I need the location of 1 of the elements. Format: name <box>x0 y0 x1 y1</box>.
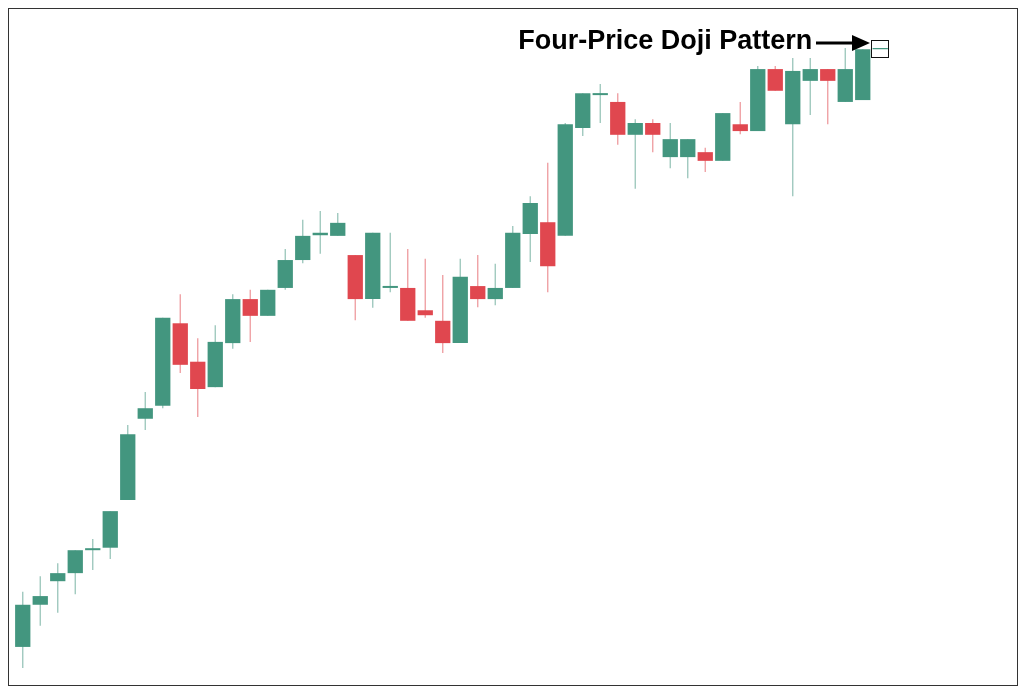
annotation: Four-Price Doji Pattern <box>518 25 813 57</box>
